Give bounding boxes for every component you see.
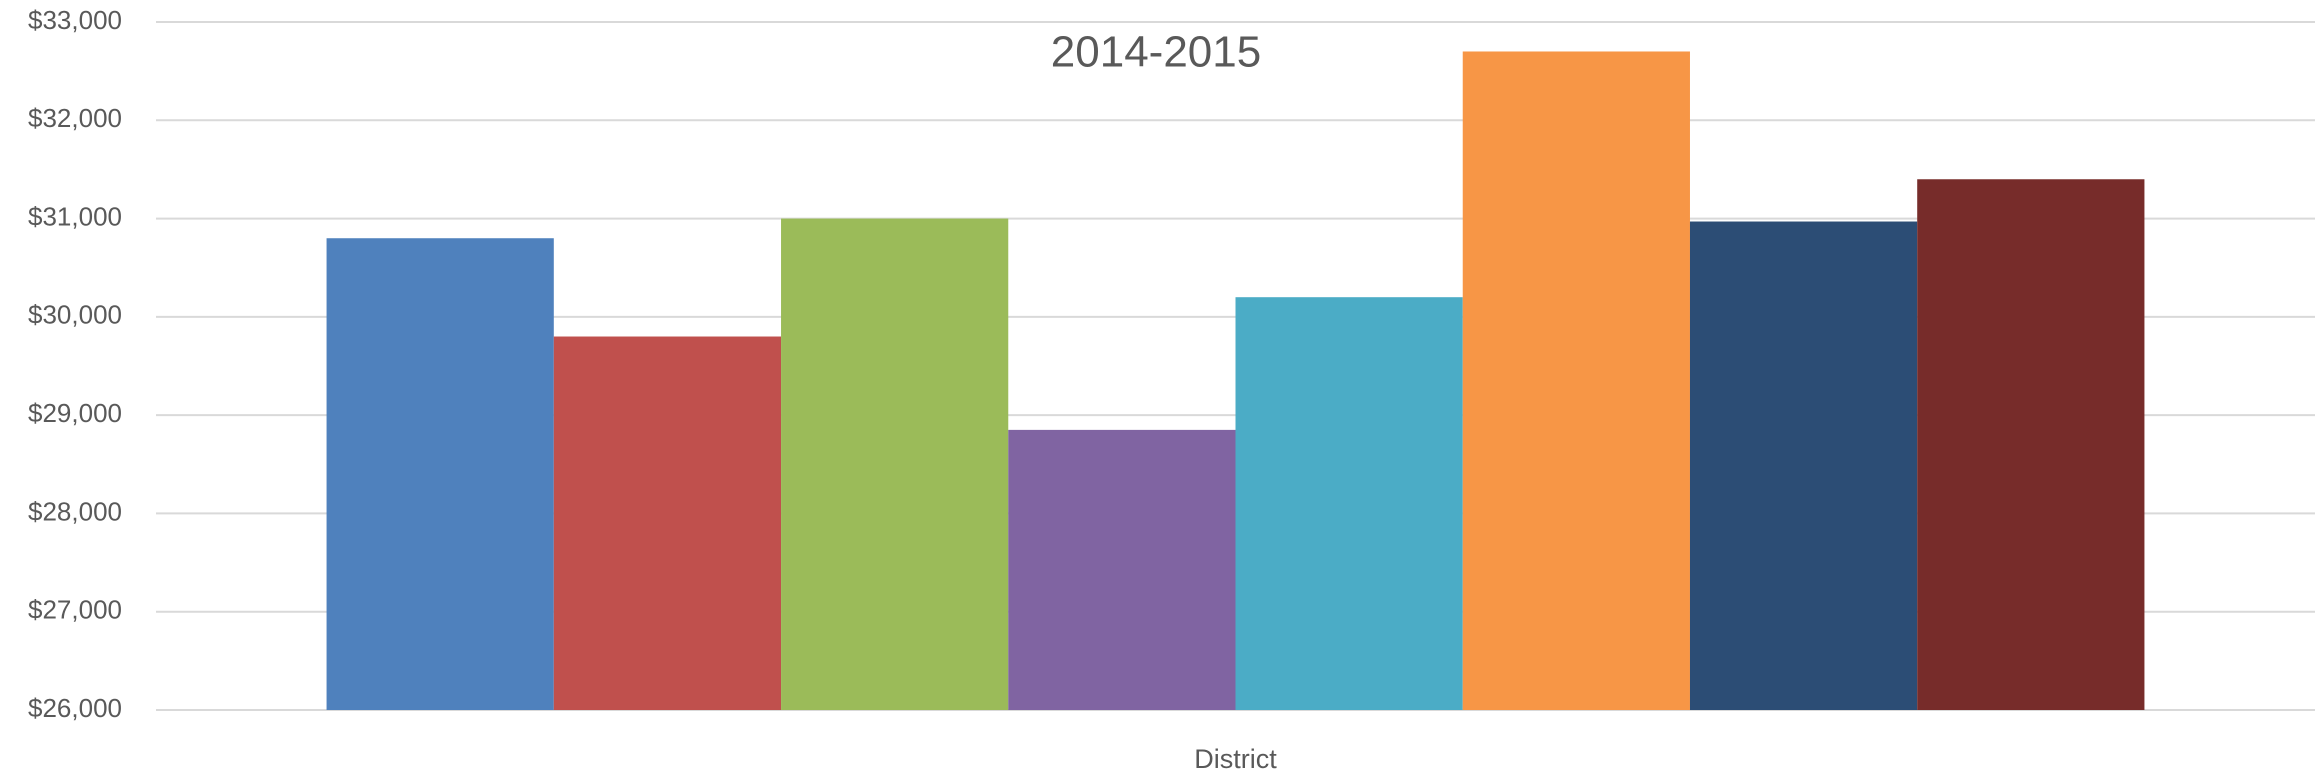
bar [1235,297,1463,710]
y-tick-label: $29,000 [28,398,122,428]
y-tick-label: $30,000 [28,300,122,330]
bar [326,238,554,710]
y-tick-label: $27,000 [28,595,122,625]
bar [781,218,1009,711]
bar [1462,51,1690,710]
y-tick-label: $31,000 [28,201,122,231]
chart-title: 2014-2015 [1051,28,1261,77]
y-tick-label: $26,000 [28,693,122,723]
y-tick-label: $33,000 [28,5,122,35]
bar [553,336,782,710]
bar [1008,429,1236,710]
bar [1689,221,1918,710]
y-tick-label: $28,000 [28,496,122,526]
x-tick-label: District [1194,744,1277,774]
bar [1917,179,2145,710]
y-tick-label: $32,000 [28,103,122,133]
